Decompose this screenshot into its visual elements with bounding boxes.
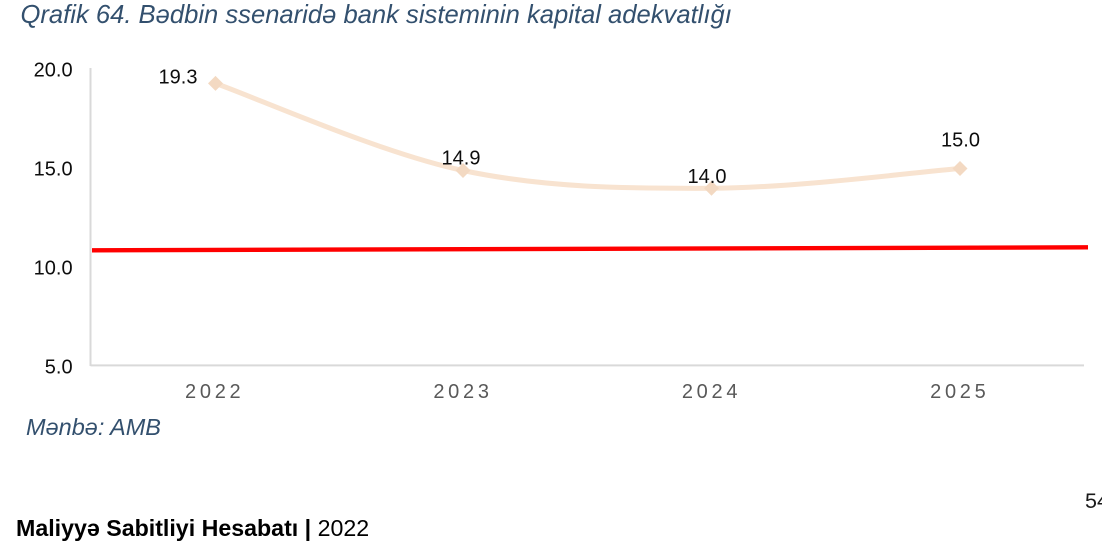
svg-text:19.3: 19.3 — [159, 67, 198, 89]
svg-text:14.0: 14.0 — [688, 166, 727, 188]
svg-text:14.9: 14.9 — [442, 148, 481, 170]
svg-text:15.0: 15.0 — [941, 130, 980, 152]
svg-text:5.0: 5.0 — [45, 357, 73, 379]
svg-text:2024: 2024 — [682, 381, 741, 403]
svg-text:2022: 2022 — [185, 381, 244, 403]
svg-text:2023: 2023 — [433, 381, 492, 403]
svg-text:20.0: 20.0 — [34, 60, 73, 82]
svg-text:10.0: 10.0 — [34, 258, 73, 280]
svg-text:15.0: 15.0 — [34, 159, 73, 181]
svg-text:2025: 2025 — [930, 381, 989, 403]
